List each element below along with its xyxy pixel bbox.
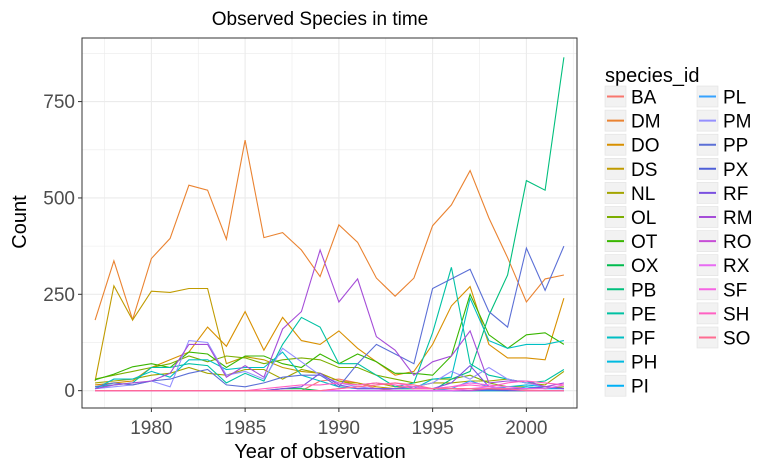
series-line-rm	[94, 248, 565, 390]
series-line-ol	[94, 355, 564, 390]
x-axis-title: Year of observation	[234, 441, 406, 463]
legend-label-pm: PM	[723, 112, 752, 133]
y-tick-label: 750	[43, 92, 75, 113]
x-tick-label: 2000	[505, 418, 547, 439]
legend-label-pp: PP	[723, 136, 748, 157]
series-line-nl	[95, 366, 565, 388]
legend-label-dm: DM	[631, 112, 661, 133]
chart-title: Observed Species in time	[212, 9, 429, 30]
legend-label-rf: RF	[723, 184, 748, 205]
legend-label-pl: PL	[723, 88, 746, 109]
y-tick-label: 0	[64, 381, 75, 402]
y-tick-label: 250	[43, 285, 75, 306]
plot-panel	[82, 38, 577, 408]
series-line-ot	[94, 292, 565, 381]
legend-label-sf: SF	[723, 280, 747, 301]
series-line-dm	[94, 139, 565, 322]
legend-label-sh: SH	[723, 304, 749, 325]
x-tick-label: 1985	[224, 418, 266, 439]
x-tick-label: 1980	[130, 418, 172, 439]
legend-label-ol: OL	[631, 208, 656, 229]
legend-title: species_id	[605, 65, 700, 87]
legend-label-ds: DS	[631, 160, 657, 181]
legend-label-so: SO	[723, 329, 750, 350]
legend-label-rx: RX	[723, 256, 750, 277]
legend-label-rm: RM	[723, 208, 753, 229]
y-tick-label: 500	[43, 188, 75, 209]
legend-label-ox: OX	[631, 256, 659, 277]
legend-label-pe: PE	[631, 304, 656, 325]
x-tick-label: 1995	[411, 418, 453, 439]
legend: BA DM DO DS NL OL OT OX PB PE PF PH PI PL PM PP PX RF RM RO…	[604, 85, 753, 398]
legend-label-pf: PF	[631, 329, 655, 350]
plot-border	[81, 37, 578, 409]
legend-label-ro: RO	[723, 232, 752, 253]
legend-label-ba: BA	[631, 88, 657, 109]
legend-label-px: PX	[723, 160, 749, 181]
legend-label-nl: NL	[631, 184, 655, 205]
series-line-so	[95, 382, 564, 392]
legend-label-ph: PH	[631, 353, 657, 374]
legend-label-do: DO	[631, 136, 660, 157]
legend-label-pb: PB	[631, 280, 656, 301]
series-line-pp	[94, 245, 565, 388]
legend-label-ot: OT	[631, 232, 658, 253]
y-axis-title: Count	[9, 195, 31, 249]
legend-label-pi: PI	[631, 377, 649, 398]
plot-area: 1980 1985 1990 1995 2000 0 250 500 750	[43, 37, 578, 439]
x-tick-label: 1990	[318, 418, 360, 439]
